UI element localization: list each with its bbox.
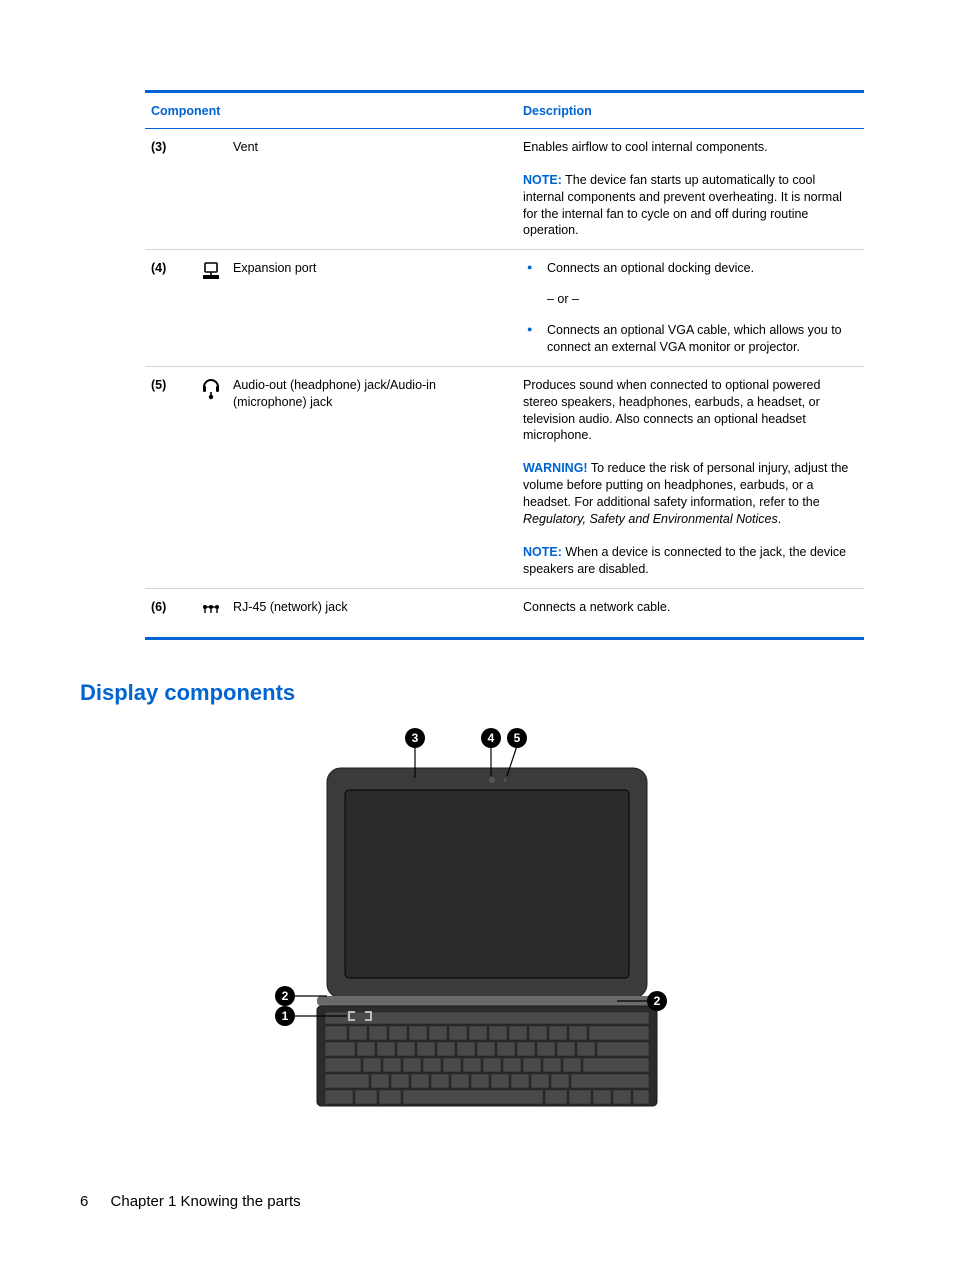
desc-para: Produces sound when connected to optiona… (523, 377, 858, 445)
row-description: Connects a network cable. (517, 588, 864, 637)
warning-after: . (778, 512, 781, 526)
desc-bullets: Connects an optional docking device. (523, 260, 858, 277)
row-description: Connects an optional docking device. – o… (517, 250, 864, 367)
table-row: (6) RJ-45 (network) jack Connects a netw… (145, 588, 864, 637)
desc-para: Enables airflow to cool internal compone… (523, 139, 858, 156)
row-description: Produces sound when connected to optiona… (517, 366, 864, 588)
row-number: (3) (145, 128, 195, 249)
table-row: (3) Vent Enables airflow to cool interna… (145, 128, 864, 249)
row-number: (6) (145, 588, 195, 637)
section-title: Display components (80, 680, 874, 706)
th-description: Description (517, 93, 864, 128)
network-icon (201, 599, 221, 623)
row-component: Expansion port (227, 250, 517, 367)
desc-warning: WARNING! To reduce the risk of personal … (523, 460, 858, 528)
display-components-figure: 1 2 2 3 4 5 (80, 718, 874, 1118)
note-label: NOTE: (523, 545, 562, 559)
row-number: (4) (145, 250, 195, 367)
chapter-name: Chapter 1 Knowing the parts (111, 1193, 301, 1210)
note-label: NOTE: (523, 173, 562, 187)
callout-2-left: 2 (282, 989, 289, 1003)
th-component: Component (145, 93, 517, 128)
table-row: (5) Audio-out (headphone) jack/Audio-in … (145, 366, 864, 588)
callout-1: 1 (282, 1009, 289, 1023)
desc-bullets: Connects an optional VGA cable, which al… (523, 322, 858, 356)
headphone-icon (201, 377, 221, 401)
row-icon-cell (195, 366, 227, 588)
row-icon-cell (195, 250, 227, 367)
page-footer: 6 Chapter 1 Knowing the parts (80, 1193, 301, 1210)
warning-italic: Regulatory, Safety and Environmental Not… (523, 512, 778, 526)
bullet-item: Connects an optional VGA cable, which al… (541, 322, 858, 356)
row-description: Enables airflow to cool internal compone… (517, 128, 864, 249)
table-row: (4) Expansion port Connects an optional … (145, 250, 864, 367)
components-table: Component Description (3) Vent Enables a… (145, 93, 864, 637)
desc-note: NOTE: The device fan starts up automatic… (523, 172, 858, 240)
desc-para: Connects a network cable. (523, 599, 858, 616)
components-table-wrap: Component Description (3) Vent Enables a… (145, 90, 864, 640)
callout-2-right: 2 (654, 994, 661, 1008)
note-text: When a device is connected to the jack, … (523, 545, 846, 576)
desc-note: NOTE: When a device is connected to the … (523, 544, 858, 578)
row-component: RJ-45 (network) jack (227, 588, 517, 637)
row-icon-cell (195, 588, 227, 637)
callout-3: 3 (412, 731, 419, 745)
callout-5: 5 (514, 731, 521, 745)
warning-label: WARNING! (523, 461, 588, 475)
callout-4: 4 (488, 731, 495, 745)
bullet-item: Connects an optional docking device. (541, 260, 858, 277)
row-component: Audio-out (headphone) jack/Audio-in (mic… (227, 366, 517, 588)
or-separator: – or – (547, 291, 858, 308)
page-number: 6 (80, 1193, 88, 1210)
row-number: (5) (145, 366, 195, 588)
dock-icon (201, 260, 221, 284)
row-icon-cell (195, 128, 227, 249)
row-component: Vent (227, 128, 517, 249)
